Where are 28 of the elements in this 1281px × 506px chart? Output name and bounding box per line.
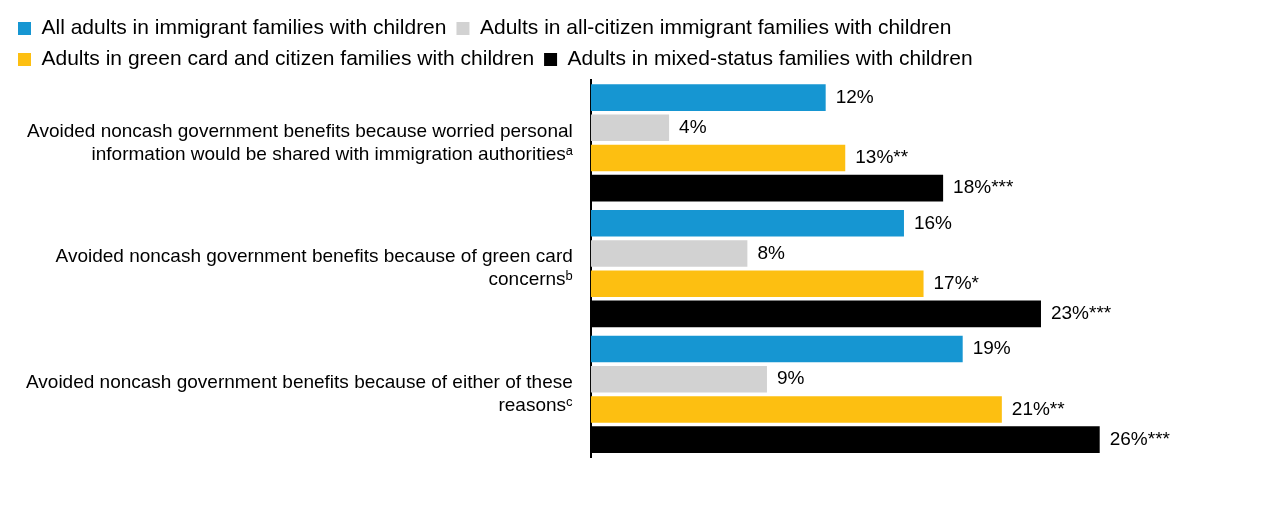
data-label: 13%** (855, 146, 909, 168)
y-tick-label: Avoided noncash government benefits because of green card concernsᵇ (55, 245, 573, 290)
data-label: 17%* (933, 271, 980, 293)
bar (590, 84, 826, 111)
bar (590, 335, 963, 363)
y-tick-label: Avoided noncash government benefits because worried personal information would be shared with immigration authoritiesᵃ (27, 119, 574, 164)
data-label: 8% (757, 241, 785, 263)
legend-label: Adults in all-citizen immigrant families with children (479, 15, 952, 39)
data-label: 16% (913, 211, 953, 233)
bar (590, 114, 670, 142)
data-label: 9% (776, 367, 805, 389)
bar (590, 240, 748, 267)
data-label: 18%*** (953, 176, 1014, 198)
data-label: 21%** (1011, 397, 1066, 419)
bar (590, 396, 1002, 423)
bar (590, 144, 846, 172)
data-label: 12% (835, 85, 874, 107)
bar (590, 270, 924, 297)
data-label: 4% (679, 116, 707, 138)
legend-label: Adults in green card and citizen families with children (41, 46, 535, 70)
y-tick-label: Avoided noncash government benefits because of either of these reasonsᶜ (25, 371, 574, 415)
bar (590, 210, 904, 237)
data-label: 26%*** (1109, 427, 1171, 449)
bar (590, 365, 767, 393)
data-label: 23%*** (1050, 302, 1112, 324)
data-label: 19% (972, 337, 1011, 359)
legend-label: Adults in mixed-status families with children (567, 46, 973, 70)
legend-label: All adults in immigrant families with children (41, 15, 447, 39)
